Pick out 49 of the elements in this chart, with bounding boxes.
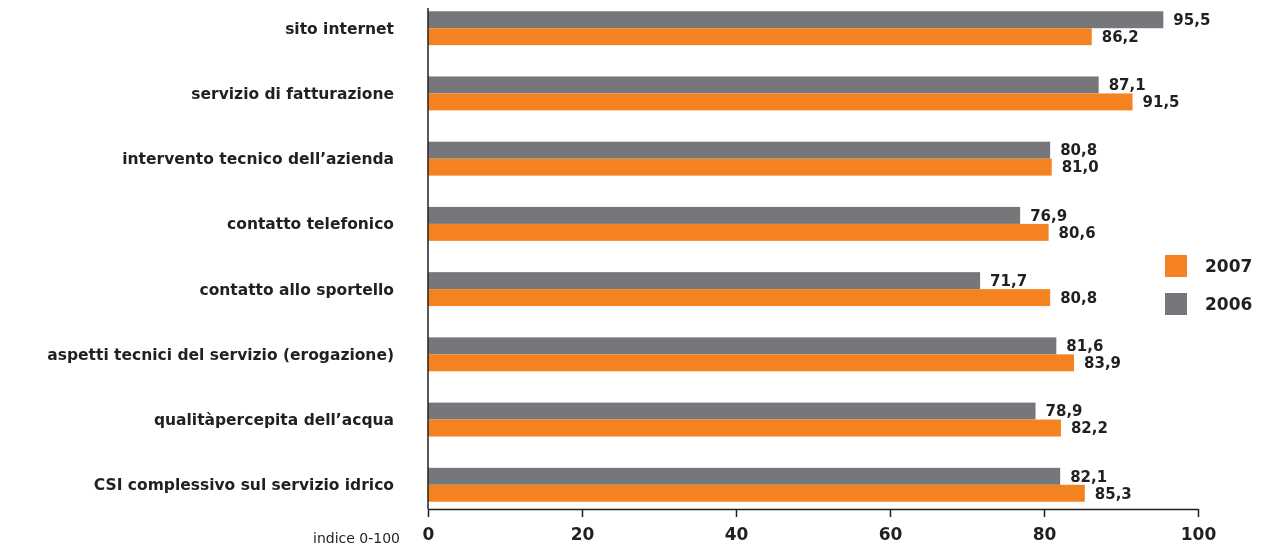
bar [428,354,1075,372]
data-label: 71,7 [990,271,1028,290]
bar [428,93,1133,111]
y-tick-label: contatto telefonico [227,215,394,234]
bar [428,402,1036,420]
data-label: 95,5 [1173,10,1211,29]
y-tick-label: aspetti tecnici del servizio (erogazione) [47,345,394,364]
bar [428,419,1061,437]
bar [428,223,1049,241]
data-label: 86,2 [1101,27,1139,46]
data-label: 83,9 [1084,354,1122,373]
data-label: 76,9 [1030,206,1068,225]
bar [428,272,981,290]
legend-label: 2006 [1205,293,1253,314]
bar [428,28,1092,46]
bar [428,158,1052,176]
data-label: 81,6 [1066,337,1104,356]
bar [428,289,1051,307]
data-label: 80,8 [1060,288,1098,307]
bar [428,141,1051,159]
data-label: 91,5 [1142,93,1180,112]
bar [428,467,1061,485]
bar [428,484,1085,502]
x-tick-label: 60 [878,524,903,545]
y-tick-label: CSI complessivo sul servizio idrico [93,476,394,495]
x-tick-label: 20 [570,524,595,545]
x-tick-label: 40 [724,524,749,545]
bar [428,337,1057,355]
legend-label: 2007 [1205,255,1253,276]
bar [428,206,1021,224]
data-label: 82,1 [1070,467,1108,486]
x-axis-title: indice 0-100 [313,530,400,546]
y-tick-label: qualitàpercepita dell’acqua [153,410,394,429]
data-label: 85,3 [1094,484,1132,503]
y-tick-label: sito internet [285,19,395,38]
bar [428,11,1164,29]
x-tick-label: 100 [1180,524,1217,545]
y-tick-label: contatto allo sportello [199,280,394,299]
data-label: 81,0 [1061,158,1099,177]
data-label: 80,6 [1058,223,1096,242]
data-label: 87,1 [1108,76,1146,95]
data-label: 78,9 [1045,402,1083,421]
data-label: 80,8 [1060,141,1098,160]
x-tick-label: 80 [1032,524,1057,545]
x-tick-label: 0 [422,524,435,545]
data-label: 82,2 [1070,419,1108,438]
bar [428,76,1099,94]
y-tick-label: intervento tecnico dell’azienda [122,150,394,169]
y-tick-label: servizio di fatturazione [191,84,394,103]
